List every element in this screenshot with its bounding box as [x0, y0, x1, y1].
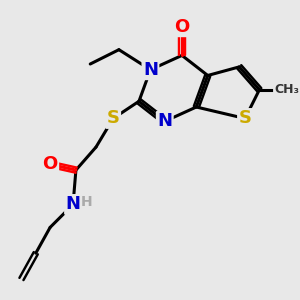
Text: O: O — [174, 18, 190, 36]
Text: O: O — [43, 155, 58, 173]
Text: N: N — [143, 61, 158, 79]
Text: S: S — [238, 110, 251, 128]
Text: H: H — [81, 195, 93, 208]
Text: N: N — [157, 112, 172, 130]
Text: CH₃: CH₃ — [274, 83, 299, 96]
Text: N: N — [65, 196, 80, 214]
Text: S: S — [107, 110, 120, 128]
